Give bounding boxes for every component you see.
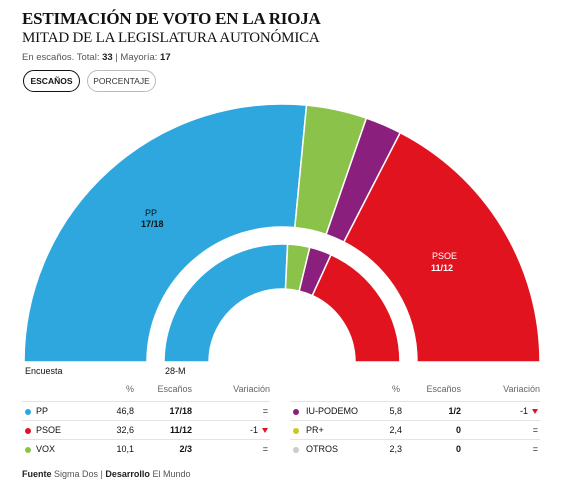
party-name: PSOE — [36, 425, 62, 435]
header-pct: % — [125, 384, 134, 394]
footer-credits: Fuente Sigma Dos | Desarrollo El Mundo — [22, 469, 190, 479]
source-label: Fuente — [22, 469, 52, 479]
party-variation: = — [532, 444, 538, 454]
table-row: VOX 10,1 2/3 = — [22, 439, 270, 459]
party-pct: 46,8 — [116, 406, 134, 416]
party-variation: -1 — [222, 425, 268, 435]
pp-chart-label: PP — [145, 208, 158, 218]
seat-segment-psoe-survey — [342, 131, 541, 363]
party-seats: 17/18 — [169, 406, 192, 416]
header-variation: Variación — [233, 384, 270, 394]
party-variation: = — [532, 425, 538, 435]
psoe-chart-label: PSOE — [432, 251, 458, 261]
header-seats: Escaños — [157, 384, 192, 394]
party-seats: 1/2 — [448, 406, 461, 416]
party-pct: 5,8 — [389, 406, 402, 416]
header-variation: Variación — [503, 384, 540, 394]
party-dot — [293, 447, 299, 453]
seat-segment-pp-survey — [23, 103, 308, 363]
party-name: PP — [36, 406, 49, 416]
table-row: IU-PODEMO 5,8 1/2 -1 — [290, 401, 540, 421]
footer-separator: | — [98, 469, 106, 479]
seats-info: En escaños. Total: 33 | Mayoría: 17 — [22, 52, 171, 63]
down-arrow-icon — [262, 428, 268, 434]
party-pct: 32,6 — [116, 425, 134, 435]
party-dot — [25, 447, 31, 453]
table-row: PP 46,8 17/18 = — [22, 401, 270, 421]
down-arrow-icon — [532, 409, 538, 415]
table-row: PR+ 2,4 0 = — [290, 420, 540, 440]
header-seats: Escaños — [426, 384, 461, 394]
party-seats: 0 — [455, 444, 461, 454]
header-pct: % — [391, 384, 400, 394]
party-dot — [293, 428, 299, 434]
psoe-chart-seats: 11/12 — [431, 263, 454, 273]
seat-segment-pp-election — [163, 243, 289, 363]
party-variation: -1 — [490, 406, 538, 416]
variation-value: -1 — [519, 406, 528, 416]
party-seats: 0 — [455, 425, 461, 435]
developer-label: Desarrollo — [105, 469, 150, 479]
party-dot — [25, 409, 31, 415]
party-pct: 2,3 — [389, 444, 402, 454]
party-seats: 2/3 — [179, 444, 192, 454]
party-pct: 2,4 — [389, 425, 402, 435]
party-dot — [293, 409, 299, 415]
meta-separator: | Mayoría: — [112, 52, 161, 63]
party-seats: 11/12 — [169, 425, 192, 435]
page-subtitle: MITAD DE LA LEGISLATURA AUTONÓMICA — [22, 30, 320, 46]
party-name: PR+ — [306, 425, 324, 435]
toggle-seats-button[interactable]: ESCAÑOS — [23, 70, 80, 92]
party-pct: 10,1 — [116, 444, 134, 454]
toggle-percent-button[interactable]: PORCENTAJE — [87, 70, 156, 92]
majority-seats: 17 — [160, 52, 171, 63]
party-name: OTROS — [306, 444, 339, 454]
seat-segment-psoe-election — [311, 253, 401, 363]
outer-ring-caption: Encuesta — [25, 366, 63, 376]
source-name: Sigma Dos — [54, 469, 99, 479]
meta-prefix: En escaños. Total: — [22, 52, 103, 63]
page-title: ESTIMACIÓN DE VOTO EN LA RIOJA — [22, 9, 321, 28]
pp-chart-seats: 17/18 — [141, 219, 164, 229]
total-seats: 33 — [102, 52, 113, 63]
party-dot — [25, 428, 31, 434]
table-row: PSOE 32,6 11/12 -1 — [22, 420, 270, 440]
party-variation: = — [262, 406, 268, 416]
table-row: OTROS 2,3 0 = — [290, 439, 540, 459]
variation-value: -1 — [249, 425, 258, 435]
party-variation: = — [262, 444, 268, 454]
inner-ring-caption: 28-M — [165, 366, 186, 376]
party-name: VOX — [36, 444, 56, 454]
developer-name: El Mundo — [152, 469, 191, 479]
party-name: IU-PODEMO — [306, 406, 359, 416]
